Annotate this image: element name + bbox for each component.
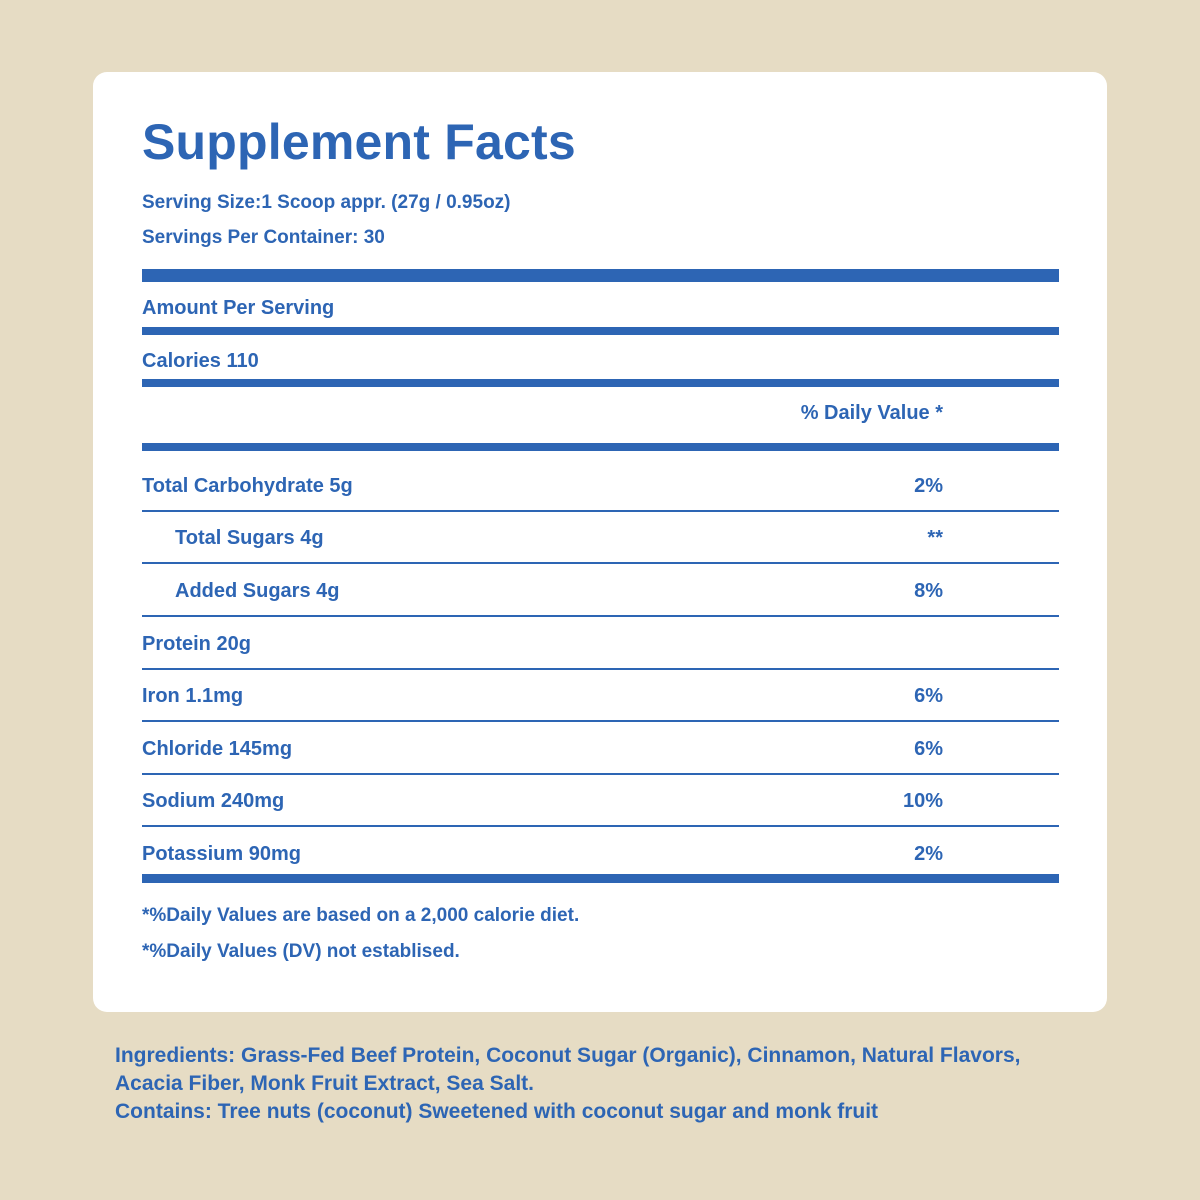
divider-amount [142,327,1059,335]
nutrient-daily-value: 10% [902,790,943,812]
nutrient-name: Potassium 90mg [142,843,301,865]
amount-per-serving: Amount Per Serving [142,297,335,319]
divider-calories [142,379,1059,387]
nutrient-row: Protein 20g [142,618,1059,670]
nutrient-name: Iron 1.1mg [142,685,244,707]
ingredients-block: Ingredients: Grass-Fed Beef Protein, Coc… [115,1042,1075,1126]
nutrient-daily-value: 6% [914,738,943,760]
nutrient-row: Sodium 240mg 10% [142,775,1059,827]
ingredients-line-2: Acacia Fiber, Monk Fruit Extract, Sea Sa… [115,1072,534,1095]
nutrient-daily-value: 6% [914,685,943,707]
nutrient-name: Sodium 240mg [142,790,285,812]
daily-value-header: % Daily Value * [800,402,943,424]
nutrient-row: Total Sugars 4g ** [142,512,1059,564]
divider-thick-top [142,269,1059,282]
servings-per-container: Servings Per Container: 30 [142,227,385,248]
supplement-facts-panel: Supplement Facts Serving Size:1 Scoop ap… [93,72,1107,1012]
nutrient-name: Protein 20g [142,633,251,655]
serving-size: Serving Size:1 Scoop appr. (27g / 0.95oz… [142,192,511,213]
nutrient-row: Iron 1.1mg 6% [142,670,1059,722]
nutrient-name: Added Sugars 4g [175,580,340,602]
divider-daily-value [142,443,1059,451]
calories: Calories 110 [142,350,259,372]
nutrient-daily-value: 2% [914,475,943,497]
nutrient-daily-value: 2% [914,843,943,865]
nutrient-row: Potassium 90mg 2% [142,828,1059,880]
nutrient-name: Total Sugars 4g [175,527,324,549]
nutrient-name: Chloride 145mg [142,738,293,760]
nutrient-name: Total Carbohydrate 5g [142,475,353,497]
contains-line: Contains: Tree nuts (coconut) Sweetened … [115,1100,879,1123]
panel-title: Supplement Facts [142,114,576,170]
ingredients-line-1: Ingredients: Grass-Fed Beef Protein, Coc… [115,1044,1021,1067]
nutrient-row: Total Carbohydrate 5g 2% [142,460,1059,512]
nutrient-row: Chloride 145mg 6% [142,723,1059,775]
nutrient-daily-value: ** [927,527,943,549]
divider-thick-bottom [142,874,1059,883]
nutrient-daily-value: 8% [914,580,943,602]
footnote-not-established: *%Daily Values (DV) not establised. [142,941,460,962]
nutrient-row: Added Sugars 4g 8% [142,565,1059,617]
footnote-daily-values: *%Daily Values are based on a 2,000 calo… [142,905,580,926]
